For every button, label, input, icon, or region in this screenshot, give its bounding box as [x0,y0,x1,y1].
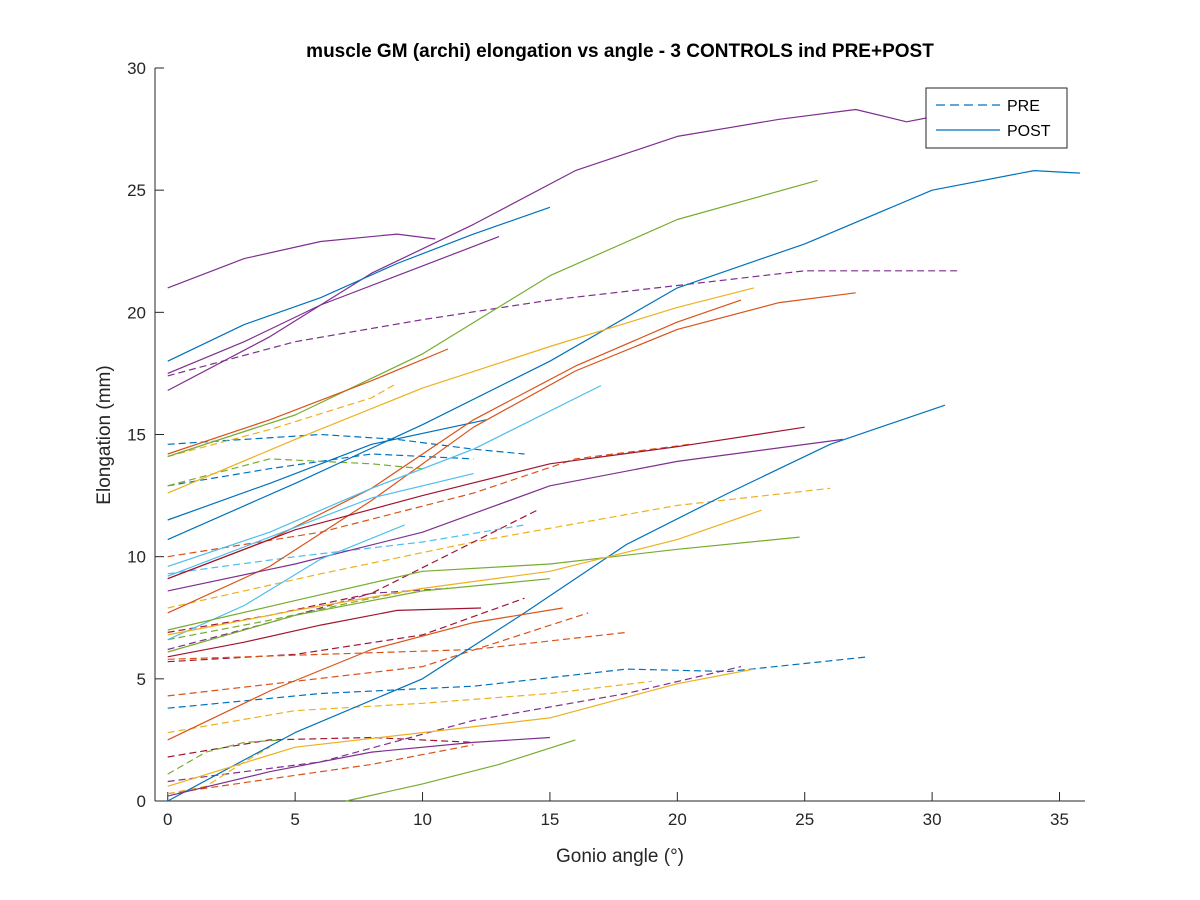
y-tick-label: 25 [127,181,146,200]
y-tick-label: 30 [127,59,146,78]
series-line-post [167,385,602,567]
legend: PRE POST [925,87,1068,149]
series-line-post [167,236,500,374]
y-tick-label: 5 [137,670,146,689]
series-line-post [167,524,405,641]
x-tick-label: 15 [540,810,559,829]
series-line-post [167,473,474,577]
series-line-pre [167,597,525,663]
series-line-pre [167,746,270,795]
series-line-post [167,233,436,289]
series-line-pre [167,744,474,795]
series-line-post [167,287,754,494]
series-line-post [167,426,805,580]
series-line-post [167,578,550,653]
series-line-pre [167,270,958,377]
x-tick-label: 25 [795,810,814,829]
series-line-post [167,170,1080,541]
series-line-pre [167,666,742,783]
y-tick-label: 15 [127,426,146,445]
legend-label-post: POST [1007,123,1051,140]
series-line-pre [167,587,449,651]
series-line-pre [167,382,398,458]
legend-label-pre: PRE [1007,98,1040,115]
series-line-post [167,668,754,787]
y-tick-label: 20 [127,303,146,322]
axes-frame [154,68,1085,802]
series-line-post [167,348,449,455]
series-line-post [167,438,843,592]
series-line-pre [167,453,474,487]
series-line-post [167,292,856,614]
series-line-pre [167,631,627,660]
series-line-pre [167,487,831,609]
y-axis-label: Elongation (mm) [94,365,115,504]
legend-box [925,87,1068,149]
series-line-post [345,739,576,802]
series-line-pre [167,736,474,758]
series-line-pre [167,739,283,775]
series-line-pre [167,433,525,455]
series-line-pre [167,656,869,709]
series-line-post [167,509,762,636]
y-tick-label: 0 [137,792,146,811]
chart-title: muscle GM (archi) elongation vs angle - … [306,41,934,62]
x-tick-label: 0 [163,810,172,829]
series-line-pre [167,524,525,575]
series-line-post [167,607,482,658]
series-line-post [167,607,563,741]
x-axis: 0 5 10 15 20 25 30 35 [163,792,1069,829]
series-line-pre [167,509,538,633]
x-tick-label: 20 [668,810,687,829]
series-line-post [167,206,551,362]
series-line-post [167,179,818,458]
y-tick-label: 10 [127,548,146,567]
x-tick-label: 30 [923,810,942,829]
series-line-pre [167,458,423,487]
y-axis: 0 5 10 15 20 25 30 [127,59,164,811]
series-line-pre [167,680,652,734]
x-tick-label: 35 [1050,810,1069,829]
series-line-pre [167,443,691,558]
x-tick-label: 10 [413,810,432,829]
series-layer [167,108,1080,802]
x-tick-label: 5 [290,810,299,829]
series-line-post [167,419,487,521]
series-line-post [167,736,550,797]
series-line-post [167,536,800,631]
series-line-pre [167,612,589,697]
x-axis-label: Gonio angle (°) [556,846,684,867]
series-line-post [167,404,946,802]
